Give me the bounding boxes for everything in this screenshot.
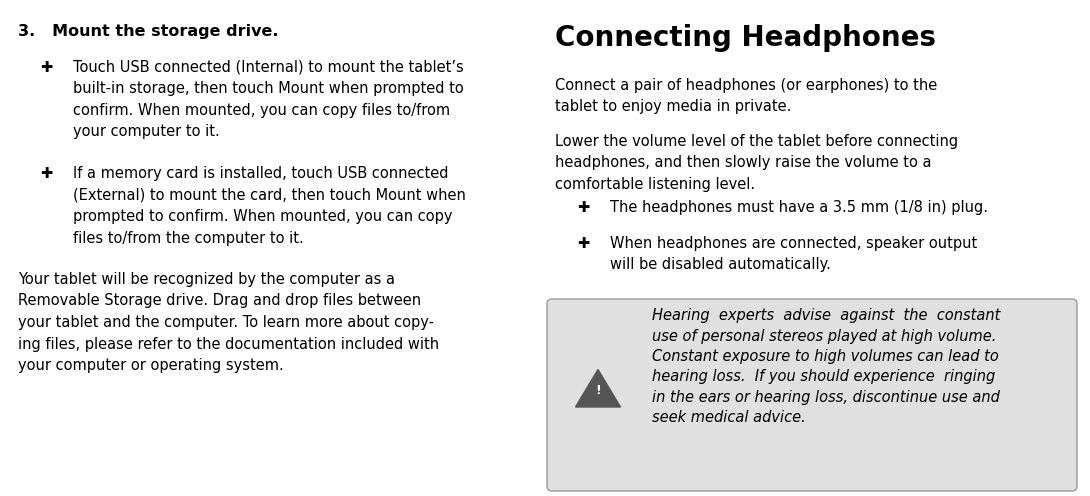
Text: your computer or operating system.: your computer or operating system. — [19, 358, 283, 373]
Text: headphones, and then slowly raise the volume to a: headphones, and then slowly raise the vo… — [555, 156, 932, 171]
Text: ing files, please refer to the documentation included with: ing files, please refer to the documenta… — [19, 336, 439, 352]
Text: !: ! — [595, 384, 601, 397]
Text: comfortable listening level.: comfortable listening level. — [555, 177, 755, 192]
Polygon shape — [576, 370, 620, 407]
Text: If a memory card is installed, touch USB connected: If a memory card is installed, touch USB… — [73, 166, 448, 181]
Text: tablet to enjoy media in private.: tablet to enjoy media in private. — [555, 100, 791, 115]
Text: will be disabled automatically.: will be disabled automatically. — [610, 257, 831, 272]
Text: The headphones must have a 3.5 mm (1/8 in) plug.: The headphones must have a 3.5 mm (1/8 i… — [610, 200, 988, 215]
Text: Removable Storage drive. Drag and drop files between: Removable Storage drive. Drag and drop f… — [19, 294, 421, 309]
Text: Constant exposure to high volumes can lead to: Constant exposure to high volumes can le… — [652, 349, 998, 364]
Text: Hearing  experts  advise  against  the  constant: Hearing experts advise against the const… — [652, 308, 1001, 323]
Text: prompted to confirm. When mounted, you can copy: prompted to confirm. When mounted, you c… — [73, 209, 452, 224]
Text: 3.   Mount the storage drive.: 3. Mount the storage drive. — [19, 24, 279, 39]
Text: ✚: ✚ — [577, 236, 590, 251]
Text: your computer to it.: your computer to it. — [73, 124, 220, 139]
Text: ✚: ✚ — [577, 200, 590, 215]
Text: built-in storage, then touch Mount when prompted to: built-in storage, then touch Mount when … — [73, 81, 463, 97]
Text: (External) to mount the card, then touch Mount when: (External) to mount the card, then touch… — [73, 187, 465, 202]
Text: Lower the volume level of the tablet before connecting: Lower the volume level of the tablet bef… — [555, 134, 958, 149]
Text: ✚: ✚ — [40, 166, 52, 181]
Text: Connecting Headphones: Connecting Headphones — [555, 24, 936, 52]
Text: hearing loss.  If you should experience  ringing: hearing loss. If you should experience r… — [652, 370, 995, 384]
Text: your tablet and the computer. To learn more about copy-: your tablet and the computer. To learn m… — [19, 315, 434, 330]
Text: Your tablet will be recognized by the computer as a: Your tablet will be recognized by the co… — [19, 272, 395, 287]
Text: Touch USB connected (Internal) to mount the tablet’s: Touch USB connected (Internal) to mount … — [73, 60, 463, 75]
Text: ✚: ✚ — [40, 60, 52, 75]
Text: use of personal stereos played at high volume.: use of personal stereos played at high v… — [652, 328, 996, 344]
FancyBboxPatch shape — [547, 299, 1077, 491]
Text: in the ears or hearing loss, discontinue use and: in the ears or hearing loss, discontinue… — [652, 390, 1000, 405]
Text: files to/from the computer to it.: files to/from the computer to it. — [73, 231, 304, 246]
Text: seek medical advice.: seek medical advice. — [652, 411, 806, 426]
Text: confirm. When mounted, you can copy files to/from: confirm. When mounted, you can copy file… — [73, 103, 450, 118]
Text: Connect a pair of headphones (or earphones) to the: Connect a pair of headphones (or earphon… — [555, 78, 937, 93]
Text: When headphones are connected, speaker output: When headphones are connected, speaker o… — [610, 236, 978, 251]
